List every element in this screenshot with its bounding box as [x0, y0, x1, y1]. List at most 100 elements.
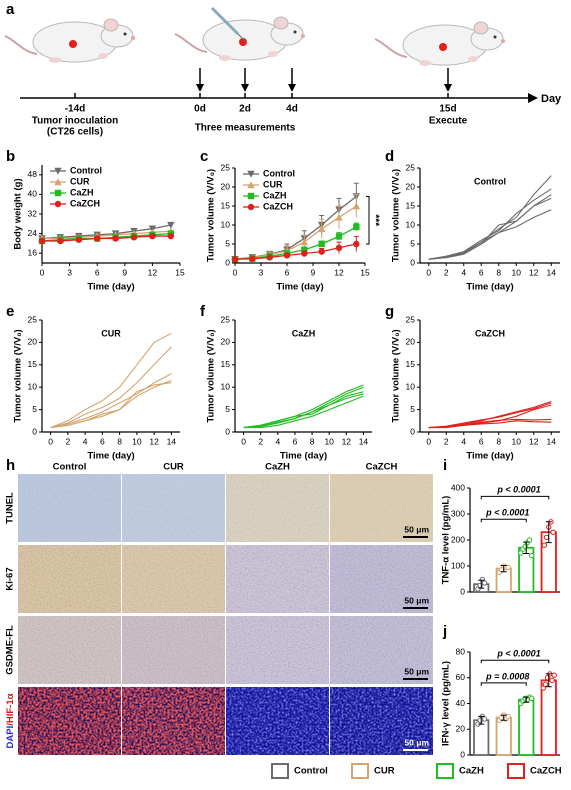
marker — [352, 202, 361, 210]
x-tick-label: 2 — [258, 436, 263, 446]
chart-title: CaZH — [292, 328, 316, 338]
series-line — [243, 384, 364, 429]
marker — [54, 200, 62, 208]
scale-bar-label: 50 μm — [404, 666, 429, 676]
significance-label: p = 0.0008 — [485, 671, 529, 681]
legend-swatch — [271, 763, 289, 779]
mouse — [4, 18, 136, 64]
legend-label: CUR — [70, 176, 90, 186]
data-point — [540, 685, 546, 691]
marker — [335, 213, 343, 221]
x-tick-label: 0 — [241, 436, 246, 446]
x-tick-label: 10 — [324, 436, 334, 446]
y-tick-label: 60 — [456, 672, 466, 682]
x-tick-label: 2 — [444, 267, 449, 277]
x-tick-label: 9 — [311, 267, 316, 277]
marker — [301, 246, 308, 253]
x-tick-label: 8 — [496, 267, 501, 277]
x-tick-label: 0 — [426, 436, 431, 446]
micrograph-texture — [330, 474, 433, 542]
timeline-arrowhead — [528, 93, 538, 103]
data-point — [543, 534, 550, 541]
series-line — [428, 209, 552, 260]
x-tick-label: 6 — [479, 436, 484, 446]
y-axis-label: TNF-α level (pg/mL) — [441, 496, 452, 585]
series-line — [50, 346, 172, 429]
panel-label: h — [6, 457, 15, 474]
y-tick-label: 16 — [28, 247, 38, 257]
y-axis-label: IFN-γ level (pg/mL) — [441, 661, 452, 746]
x-tick-label: 6 — [479, 267, 484, 277]
y-tick-label: 40 — [28, 189, 38, 199]
x-tick-label: 14 — [547, 436, 557, 446]
chart-title: Control — [474, 176, 506, 186]
x-tick-label: 10 — [512, 436, 522, 446]
row-label: Ki-67 — [5, 567, 16, 590]
y-tick-label: 20 — [221, 337, 231, 347]
data-point — [542, 681, 549, 687]
data-point — [541, 542, 548, 548]
marker — [247, 181, 255, 189]
micrograph-texture — [18, 687, 121, 755]
marker — [318, 248, 325, 255]
error-bar — [500, 564, 507, 573]
legend-label: Control — [294, 766, 328, 777]
micrograph-texture — [18, 545, 121, 613]
chart-title: CUR — [101, 328, 121, 338]
marker — [247, 192, 255, 200]
panel-label: i — [443, 457, 447, 474]
row-label-part: /HIF-1α — [5, 693, 16, 725]
event-arrowhead — [196, 84, 204, 92]
significance-bracket — [366, 196, 370, 245]
x-tick-label: 14 — [167, 436, 177, 446]
x-axis-label: Time (day) — [276, 282, 323, 293]
significance-label: p < 0.0001 — [485, 508, 529, 518]
y-tick-label: 15 — [406, 200, 416, 210]
significance-bracket — [480, 518, 527, 523]
column-header: CaZCH — [366, 462, 398, 473]
timeline-label: 2d — [239, 104, 251, 115]
data-point — [505, 713, 511, 720]
marker — [57, 237, 64, 245]
data-point — [529, 695, 535, 702]
scale-bar-label: 50 μm — [404, 524, 429, 534]
bar — [495, 716, 512, 756]
error-bar — [478, 579, 485, 589]
legend-label: CUR — [263, 179, 283, 189]
legend-label: Control — [263, 168, 295, 178]
legend-label: CUR — [374, 766, 395, 777]
y-tick-label: 5 — [225, 238, 230, 248]
x-axis-label: Time (day) — [87, 282, 134, 293]
micrograph-texture — [330, 616, 433, 684]
micrograph-texture — [18, 616, 121, 684]
legend-label: CaZH — [263, 190, 287, 200]
legend-swatch — [507, 763, 525, 779]
marker — [335, 233, 343, 240]
y-tick-label: 20 — [406, 181, 416, 191]
y-tick-label: 25 — [221, 314, 231, 324]
scale-bar-label: 50 μm — [404, 737, 429, 747]
syringe-needle — [237, 33, 247, 43]
legend-label: Control — [70, 165, 102, 175]
significance-label: *** — [369, 214, 380, 226]
column-header: Control — [53, 462, 87, 473]
y-tick-label: 10 — [28, 381, 38, 391]
row-label-part: DAPI — [5, 726, 16, 749]
y-tick-label: 300 — [451, 508, 465, 518]
micrograph-texture — [226, 545, 329, 613]
legend-label: CaZCH — [263, 201, 293, 211]
timeline-note: (CT26 cells) — [47, 127, 103, 138]
marker — [54, 178, 62, 186]
x-tick-label: 4 — [275, 436, 280, 446]
timeline-note: Tumor inoculation — [32, 116, 118, 127]
data-point — [481, 580, 488, 586]
y-axis-label: Tumor volume (V/V₀) — [391, 169, 402, 262]
y-tick-label: 20 — [28, 337, 38, 347]
panel-label: g — [385, 303, 394, 320]
y-axis-label: Tumor volume (V/V₀) — [206, 169, 217, 262]
row-label: DAPI/HIF-1α — [5, 693, 16, 748]
marker — [112, 235, 119, 242]
legend-label: CaZCH — [70, 198, 100, 208]
micrograph-texture — [122, 687, 225, 755]
y-tick-label: 200 — [451, 534, 465, 544]
